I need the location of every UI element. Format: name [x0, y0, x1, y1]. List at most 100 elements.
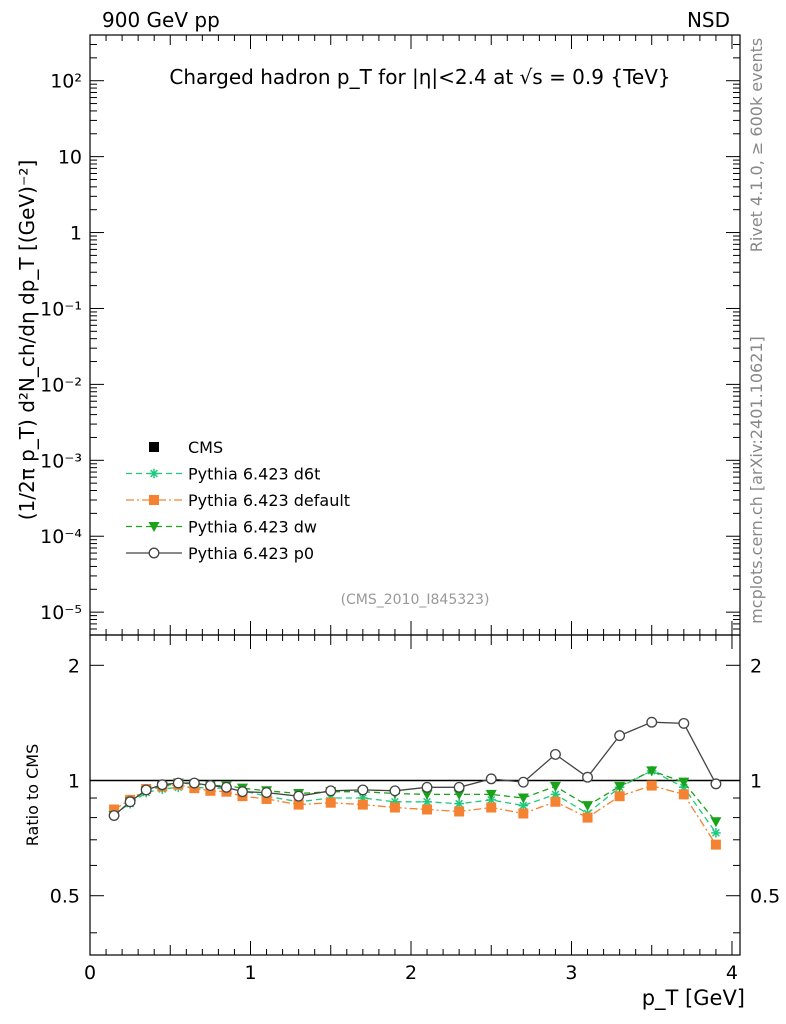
- ratio-point-pythia-6-423-p0: [421, 781, 433, 793]
- ratio-point-pythia-6-423-d6t: [422, 796, 432, 807]
- ratio-point-pythia-6-423-p0: [220, 781, 232, 793]
- ratio-point-pythia-6-423-default: [422, 804, 433, 815]
- y-tick-label: 10⁻⁵: [40, 602, 82, 624]
- ratio-point-pythia-6-423-p0: [172, 777, 184, 789]
- legend-entry-pythia-6-423-dw: Pythia 6.423 dw: [126, 518, 317, 537]
- legend-marker-pythia-6-423-p0: [148, 547, 160, 559]
- ratio-point-pythia-6-423-default: [261, 793, 272, 804]
- y-tick-label: 10²: [50, 71, 82, 93]
- ratio-point-pythia-6-423-p0: [678, 717, 690, 729]
- ratio-point-pythia-6-423-dw: [453, 789, 465, 800]
- legend-entry-pythia-6-423-default: Pythia 6.423 default: [126, 491, 350, 510]
- ratio-point-pythia-6-423-p0: [710, 778, 722, 790]
- legend-label-pythia-6-423-dw: Pythia 6.423 dw: [188, 518, 317, 537]
- process-label: NSD: [687, 8, 730, 32]
- x-tick-label: 1: [244, 962, 256, 984]
- ratio-point-pythia-6-423-default: [646, 780, 657, 791]
- ratio-point-pythia-6-423-p0: [325, 785, 337, 797]
- ratio-y-tick-label: 2: [68, 655, 80, 677]
- legend-marker-cms: [149, 442, 159, 452]
- ratio-point-pythia-6-423-dw: [421, 789, 433, 800]
- ratio-point-pythia-6-423-p0: [549, 748, 561, 760]
- ratio-y-tick-label-right: 0.5: [750, 886, 780, 908]
- ratio-point-pythia-6-423-p0: [453, 781, 465, 793]
- legend-marker-pythia-6-423-default: [149, 495, 159, 505]
- ratio-series-pythia-6-423-dw: [108, 766, 722, 828]
- ratio-line-pythia-6-423-p0: [113, 721, 717, 816]
- ratio-y-tick-label: 0.5: [50, 886, 80, 908]
- ratio-point-pythia-6-423-p0: [124, 796, 136, 808]
- legend-label-pythia-6-423-d6t: Pythia 6.423 d6t: [188, 465, 320, 484]
- main-y-axis-label: (1/2π p_T) d²N_ch/dη dp_T [(GeV)⁻²]: [15, 160, 39, 521]
- ratio-point-pythia-6-423-dw: [485, 789, 497, 800]
- ratio-point-pythia-6-423-default: [454, 806, 465, 817]
- ratio-point-pythia-6-423-p0: [188, 777, 200, 789]
- x-tick-label: 2: [405, 962, 417, 984]
- legend-marker-pythia-6-423-d6t: [149, 468, 159, 479]
- ratio-point-pythia-6-423-p0: [204, 780, 216, 792]
- ratio-point-pythia-6-423-p0: [293, 790, 305, 802]
- rivet-label: Rivet 4.1.0, ≥ 600k events: [747, 38, 766, 252]
- legend-entry-cms: CMS: [149, 438, 223, 457]
- ratio-line-pythia-6-423-d6t: [113, 770, 717, 834]
- site-label: mcplots.cern.ch [arXiv:2401.10621]: [747, 336, 766, 624]
- ratio-y-tick-label-right: 1: [750, 771, 762, 793]
- legend-label-pythia-6-423-p0: Pythia 6.423 p0: [188, 544, 314, 563]
- ratio-point-pythia-6-423-p0: [389, 785, 401, 797]
- x-axis-label: p_T [GeV]: [642, 986, 745, 1011]
- ratio-point-pythia-6-423-dw: [549, 781, 561, 792]
- ratio-point-pythia-6-423-dw: [614, 781, 626, 792]
- ratio-point-pythia-6-423-d6t: [518, 800, 529, 811]
- ratio-point-pythia-6-423-p0: [156, 779, 168, 791]
- x-tick-label: 4: [726, 962, 738, 984]
- ratio-y-axis-label: Ratio to CMS: [23, 744, 42, 846]
- x-tick-label: 3: [565, 962, 577, 984]
- ratio-point-pythia-6-423-d6t: [454, 798, 464, 809]
- ratio-point-pythia-6-423-default: [389, 802, 400, 813]
- ratio-point-pythia-6-423-d6t: [486, 795, 497, 805]
- legend-entry-pythia-6-423-p0: Pythia 6.423 p0: [126, 544, 314, 563]
- ratio-point-pythia-6-423-dw: [678, 777, 690, 788]
- y-tick-label: 10⁻¹: [40, 298, 82, 320]
- ratio-y-tick-label: 1: [68, 771, 80, 793]
- ratio-series-pythia-6-423-p0: [108, 716, 722, 821]
- ratio-point-pythia-6-423-p0: [517, 776, 529, 788]
- ratio-point-pythia-6-423-p0: [646, 716, 658, 728]
- energy-label: 900 GeV pp: [102, 8, 220, 32]
- ratio-series-pythia-6-423-d6t: [109, 766, 721, 838]
- y-tick-label: 10⁻²: [40, 374, 82, 396]
- analysis-tag: (CMS_2010_I845323): [341, 592, 490, 608]
- ratio-point-pythia-6-423-dw: [646, 766, 658, 777]
- ratio-y-tick-label-right: 2: [750, 655, 762, 677]
- ratio-point-pythia-6-423-default: [582, 812, 593, 823]
- ratio-point-pythia-6-423-default: [325, 797, 336, 808]
- ratio-point-pythia-6-423-default: [614, 791, 625, 802]
- main-panel-frame: [89, 34, 741, 636]
- ratio-point-pythia-6-423-d6t: [390, 796, 400, 807]
- x-tick-label: 0: [84, 962, 96, 984]
- ratio-point-pythia-6-423-default: [678, 789, 689, 800]
- ratio-point-pythia-6-423-p0: [261, 787, 272, 799]
- ratio-point-pythia-6-423-d6t: [711, 828, 721, 838]
- legend-label-cms: CMS: [188, 438, 223, 457]
- ratio-point-pythia-6-423-p0: [614, 730, 626, 742]
- ratio-point-pythia-6-423-dw: [582, 801, 594, 812]
- ratio-point-pythia-6-423-default: [550, 796, 561, 807]
- ratio-panel-frame: [89, 634, 741, 956]
- y-tick-label: 10: [58, 147, 82, 169]
- chart-title: Charged hadron p_T for |η|<2.4 at √s = 0…: [169, 65, 670, 89]
- ratio-series-pythia-6-423-default: [109, 779, 721, 850]
- ratio-point-pythia-6-423-p0: [237, 786, 248, 798]
- ratio-point-pythia-6-423-dw: [710, 817, 722, 828]
- ratio-point-pythia-6-423-default: [357, 799, 368, 810]
- ratio-point-pythia-6-423-d6t: [358, 793, 368, 803]
- ratio-point-pythia-6-423-dw: [517, 793, 529, 804]
- ratio-line-pythia-6-423-dw: [113, 770, 717, 823]
- ratio-point-pythia-6-423-default: [109, 804, 120, 815]
- legend-marker-pythia-6-423-dw: [148, 522, 160, 532]
- ratio-point-pythia-6-423-default: [518, 808, 529, 819]
- ratio-point-pythia-6-423-d6t: [550, 789, 561, 800]
- y-tick-label: 10⁻³: [40, 450, 82, 472]
- ratio-point-pythia-6-423-p0: [357, 784, 369, 796]
